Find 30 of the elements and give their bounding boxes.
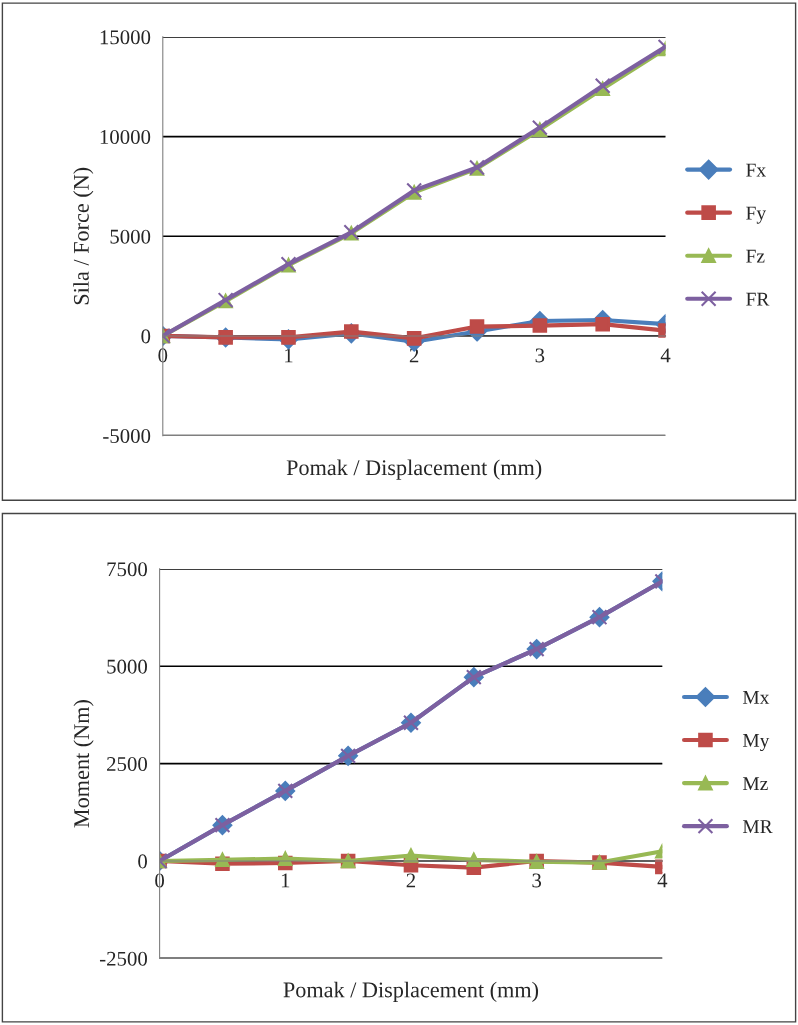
x-tick-label: 4 [657,873,668,888]
y-tick-label: 7500 [107,562,147,577]
y-axis-title: Moment (Nm) [73,700,94,828]
x-tick-label: 3 [535,348,545,363]
legend-label: Fz [746,249,765,263]
y-tick-label: -2500 [99,951,147,966]
x-tick-label: 1 [281,873,290,888]
x-tick-label: 1 [285,348,293,363]
legend-label: FR [746,292,770,306]
y-tick-label: 2500 [107,757,147,772]
y-tick-label: 10000 [100,129,151,145]
x-tick-label: 2 [406,873,416,888]
legend-label: MR [742,820,773,833]
y-tick-label: 5000 [107,659,147,674]
x-axis-title: Pomak / Displacement (mm) [283,981,539,1002]
legend-label: My [742,734,770,752]
y-tick-label: 0 [141,329,151,344]
legend-label: Mx [742,691,770,704]
y-axis-title: Sila / Force (N) [73,167,94,305]
legend-label: Fx [746,163,766,177]
x-tick-label: 0 [158,348,168,363]
y-tick-label: 5000 [110,229,151,244]
y-tick-label: -5000 [103,429,151,444]
x-tick-label: 4 [660,348,671,363]
x-axis-title: Pomak / Displacement (mm) [286,459,542,480]
legend-label: Fy [746,206,767,224]
y-tick-label: 15000 [100,30,151,45]
y-tick-label: 0 [138,854,147,869]
legend-label: Mz [742,777,768,790]
x-tick-label: 3 [532,873,542,888]
